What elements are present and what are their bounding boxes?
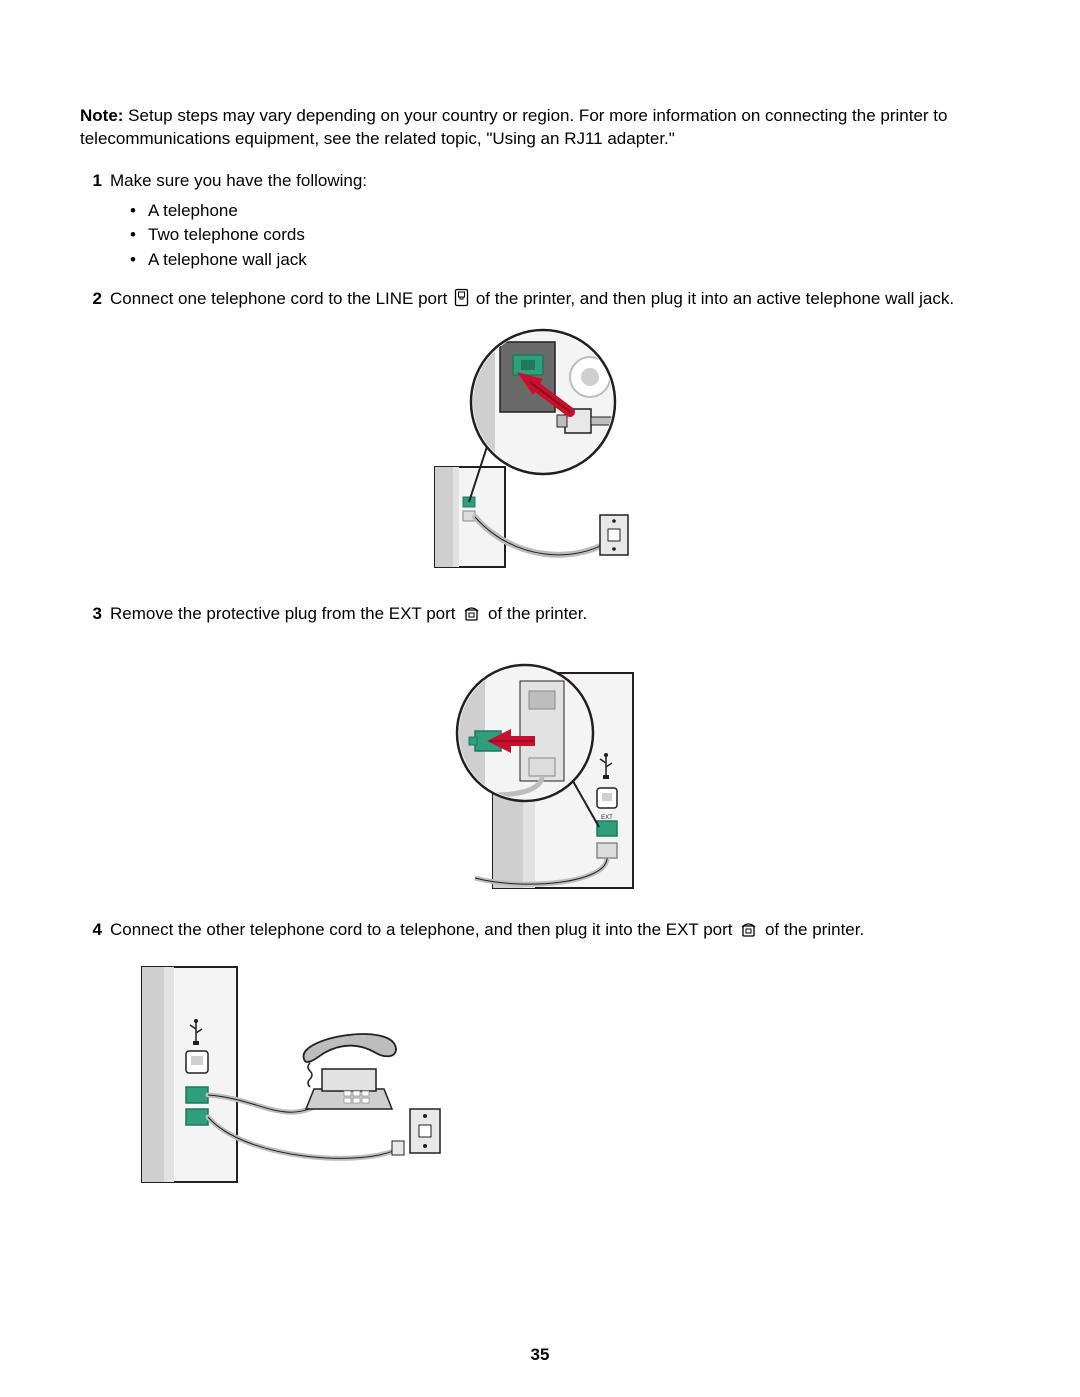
step-3: 3 Remove the protective plug from the EX… [80,602,1000,900]
step-3-pre: Remove the protective plug from the EXT … [110,604,460,623]
ext-port-icon [739,921,758,945]
steps-list: 1 Make sure you have the following: A te… [80,169,1000,1196]
figure-telephone [110,959,1000,1196]
ext-port-icon [462,605,481,629]
bullet-item: A telephone wall jack [130,248,1000,273]
step-3-post: of the printer. [483,604,587,623]
step-4: 4 Connect the other telephone cord to a … [80,918,1000,1196]
step-1-number: 1 [80,169,102,193]
note-label: Note: [80,106,123,125]
step-2: 2 Connect one telephone cord to the LINE… [80,287,1000,585]
step-2-pre: Connect one telephone cord to the LINE p… [110,289,452,308]
figure-ext-plug: EXT [110,643,1000,900]
note-text: Setup steps may vary depending on your c… [80,106,947,148]
bullet-item: A telephone [130,199,1000,224]
figure-4-svg [134,959,454,1189]
page-number: 35 [0,1345,1080,1365]
step-4-pre: Connect the other telephone cord to a te… [110,920,737,939]
step-2-post: of the printer, and then plug it into an… [471,289,954,308]
step-2-number: 2 [80,287,102,311]
bullet-item: Two telephone cords [130,223,1000,248]
step-1-lead: Make sure you have the following: [110,171,367,190]
step-4-number: 4 [80,918,102,942]
step-1-bullets: A telephone Two telephone cords A teleph… [110,199,1000,273]
figure-3-svg: EXT [425,643,685,893]
page: Note: Setup steps may vary depending on … [0,0,1080,1397]
step-1: 1 Make sure you have the following: A te… [80,169,1000,273]
step-4-post: of the printer. [760,920,864,939]
line-port-icon [454,288,469,314]
figure-2-svg [405,327,705,577]
svg-text:EXT: EXT [601,815,613,821]
note-paragraph: Note: Setup steps may vary depending on … [80,105,1000,151]
step-3-number: 3 [80,602,102,626]
figure-line-to-wall [110,327,1000,584]
